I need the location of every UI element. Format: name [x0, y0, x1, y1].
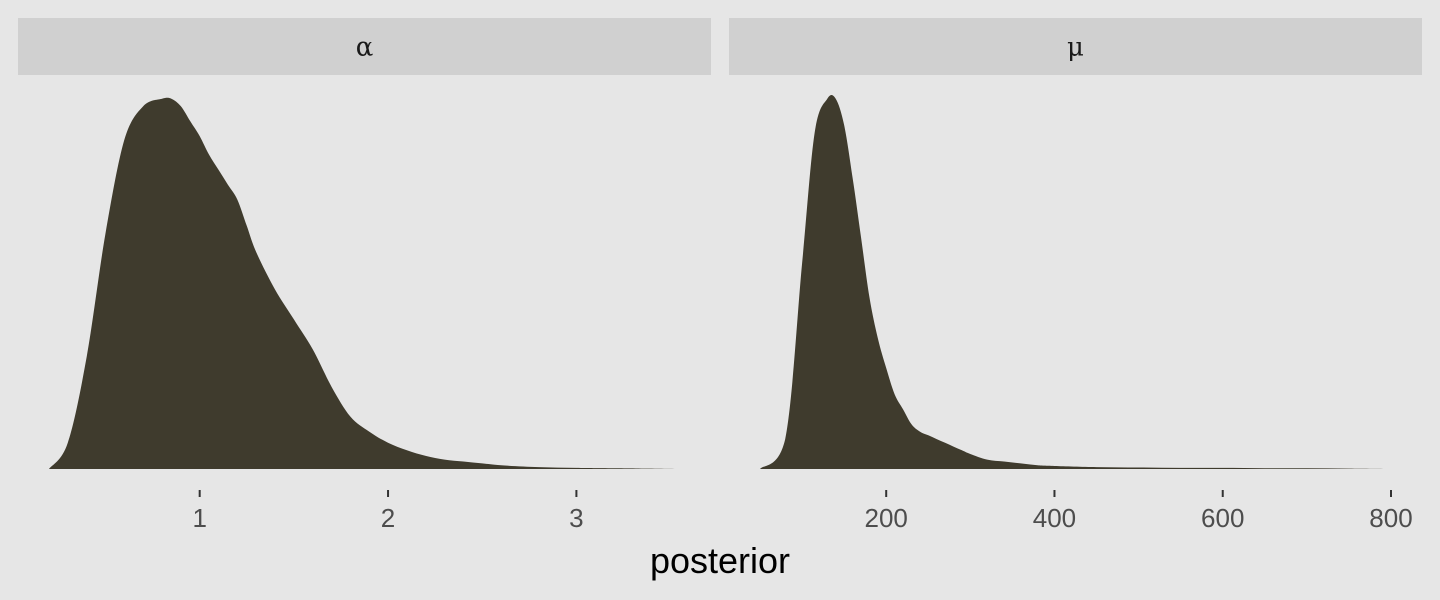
facet-strip-label-mu: μ [1067, 33, 1084, 63]
x-tick-label-alpha-2: 2 [381, 503, 395, 533]
x-tick-label-mu-600: 600 [1201, 503, 1244, 533]
facet-strip-alpha [18, 18, 711, 75]
x-tick-label-mu-800: 800 [1369, 503, 1412, 533]
x-tick-label-alpha-1: 1 [192, 503, 206, 533]
density-area-mu [760, 94, 1391, 470]
x-axis-title: posterior [650, 540, 790, 581]
density-area-alpha [49, 97, 680, 470]
facet-panel-mu: μ 200 400 600 800 [729, 18, 1422, 533]
facet-panels: α 1 2 3 μ 200 400 600 800 [18, 18, 1422, 533]
facet-strip-mu [729, 18, 1422, 75]
x-tick-label-mu-400: 400 [1033, 503, 1076, 533]
facet-panel-alpha: α 1 2 3 [18, 18, 711, 533]
x-tick-label-mu-200: 200 [865, 503, 908, 533]
facet-strip-label-alpha: α [356, 33, 374, 63]
x-tick-label-alpha-3: 3 [569, 503, 583, 533]
